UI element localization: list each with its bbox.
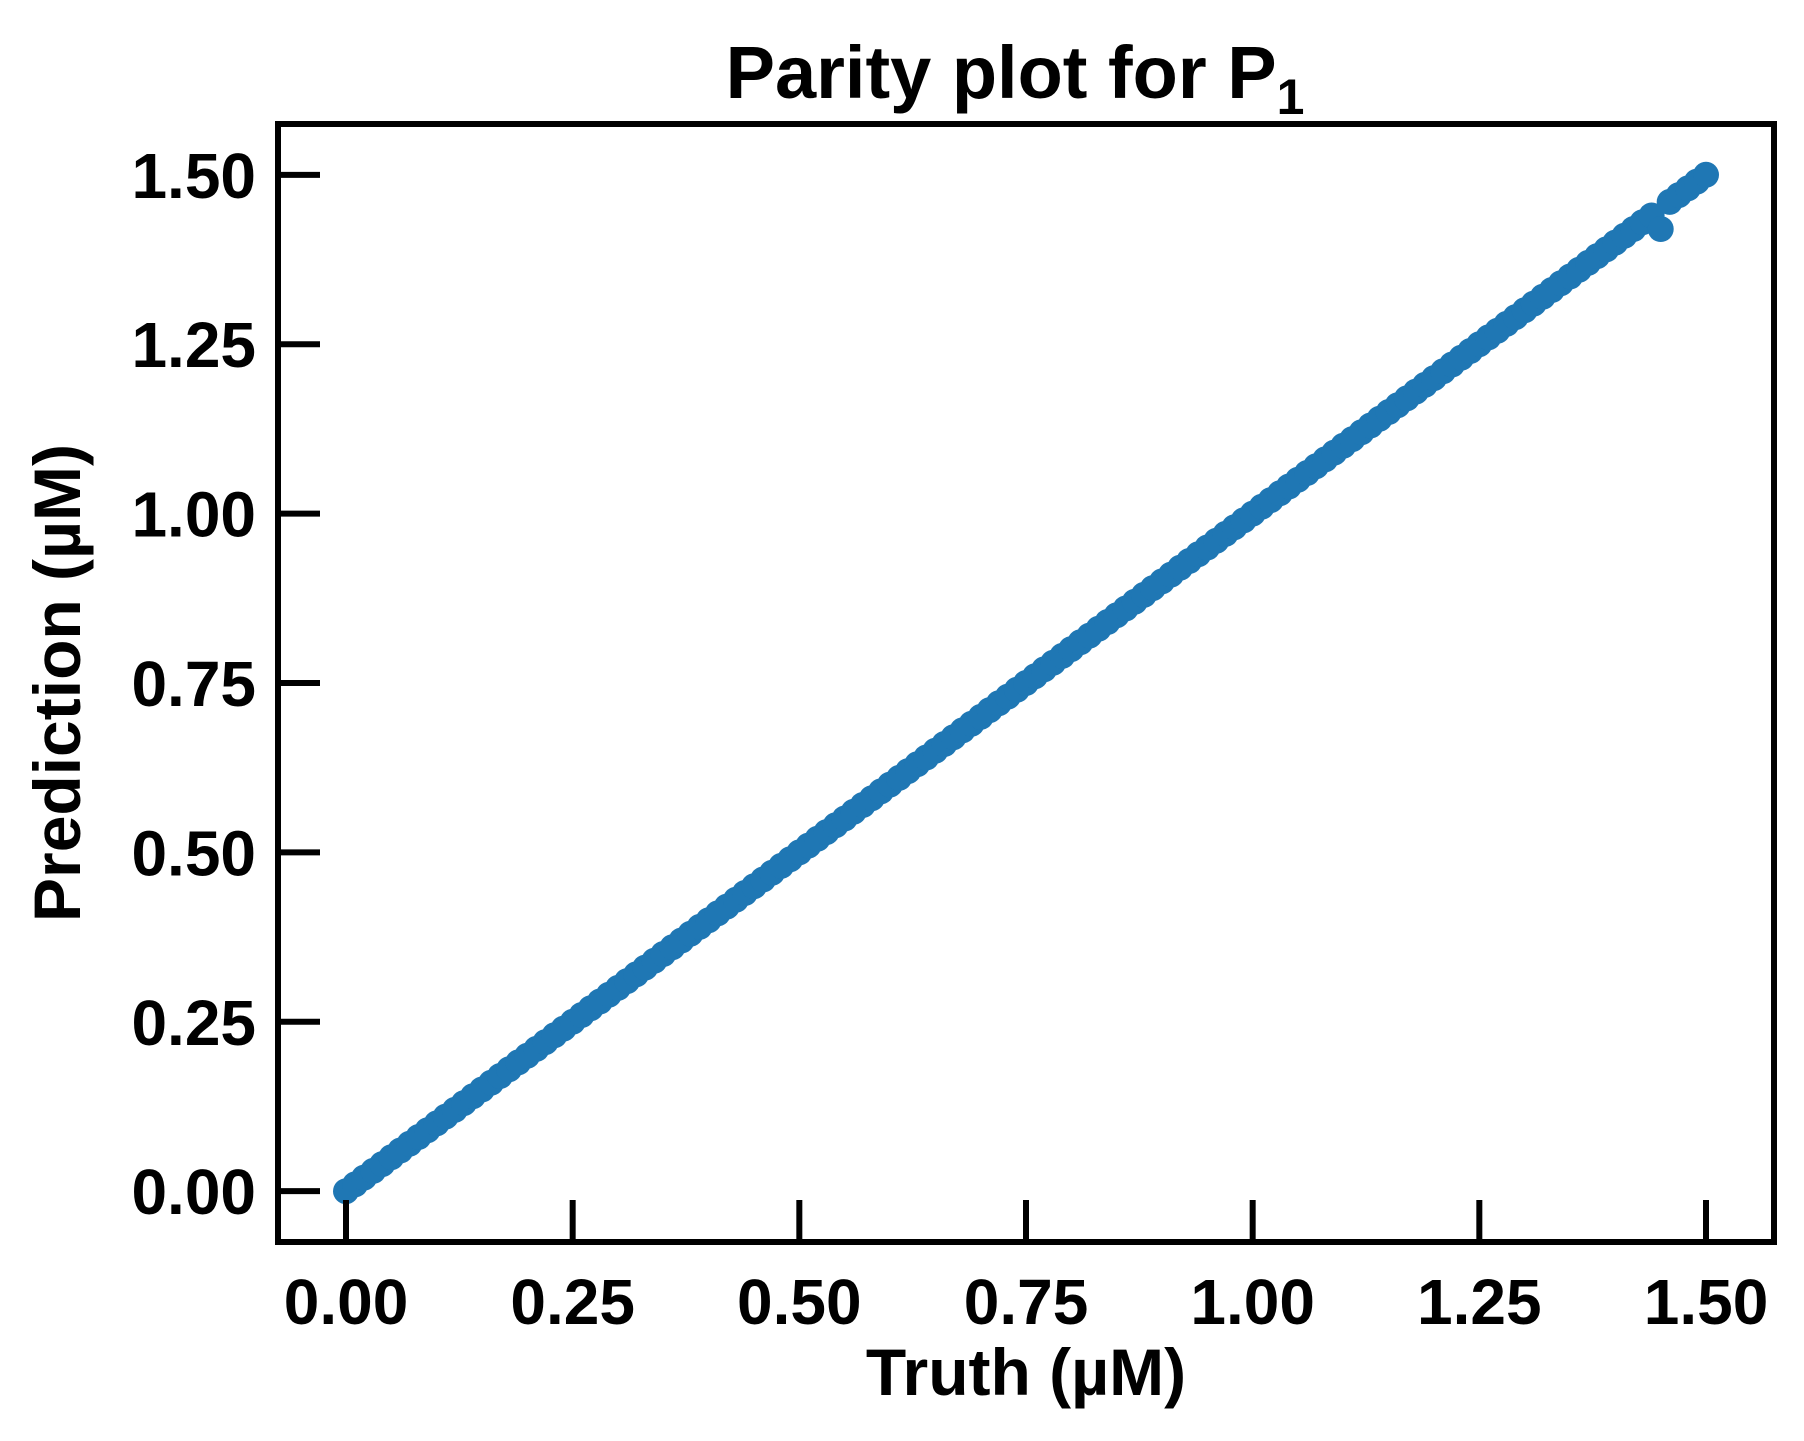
x-tick-label: 1.00	[1190, 1266, 1315, 1338]
x-tick-label: 0.75	[964, 1266, 1089, 1338]
y-axis-ticks: 0.00 0.25 0.50 0.75 1.00 1.25 1.50	[131, 140, 320, 1228]
y-tick-label: 1.25	[131, 309, 256, 381]
chart-title-group: Parity plot for P1	[726, 31, 1305, 125]
y-axis-label: Prediction (µM)	[20, 444, 94, 922]
x-axis-label: Truth (µM)	[866, 1335, 1186, 1409]
chart-title-main: Parity plot for P	[726, 31, 1277, 114]
y-tick-label: 1.00	[131, 479, 256, 551]
x-tick-label: 0.25	[510, 1266, 635, 1338]
x-tick-label: 1.25	[1417, 1266, 1542, 1338]
y-tick-label: 0.50	[131, 817, 256, 889]
y-tick-label: 0.75	[131, 648, 256, 720]
scatter-point	[1647, 216, 1674, 242]
y-tick-label: 1.50	[131, 140, 256, 212]
scatter-point	[1693, 161, 1719, 188]
scatter-points	[333, 161, 1719, 1205]
x-axis-ticks: 0.00 0.25 0.50 0.75 1.00 1.25 1.50	[284, 1200, 1769, 1338]
x-tick-label: 0.50	[737, 1266, 862, 1338]
x-tick-label: 1.50	[1644, 1266, 1769, 1338]
chart-title-subscript: 1	[1277, 69, 1305, 125]
x-tick-label: 0.00	[284, 1266, 409, 1338]
y-tick-label: 0.00	[131, 1156, 256, 1228]
y-tick-label: 0.25	[131, 987, 256, 1059]
chart-title: Parity plot for P1	[726, 31, 1305, 125]
